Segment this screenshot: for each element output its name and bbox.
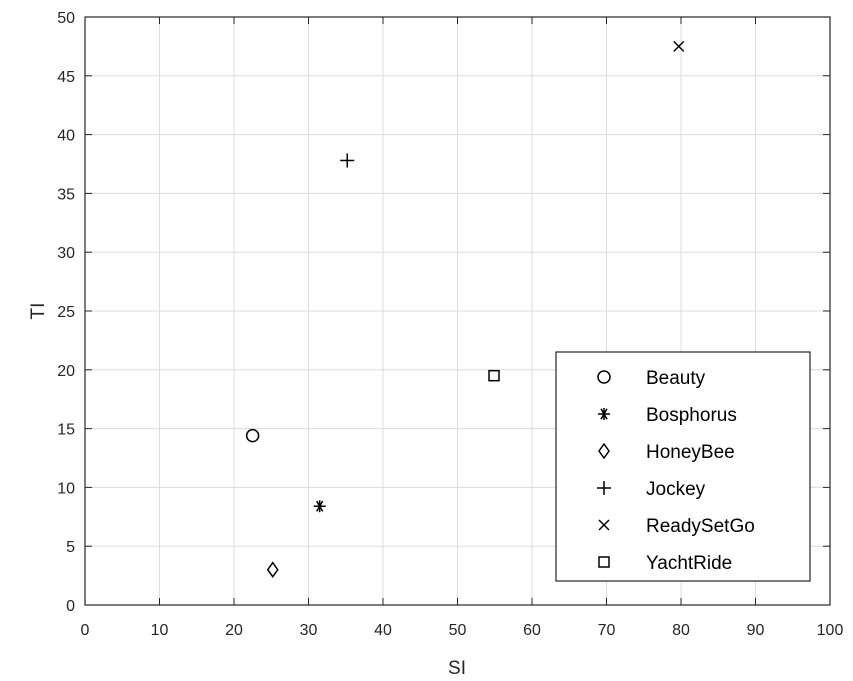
y-axis-title: TI xyxy=(28,303,49,320)
x-tick-label: 100 xyxy=(817,622,844,639)
y-tick-label: 15 xyxy=(57,422,75,439)
y-tick-label: 35 xyxy=(57,186,75,203)
data-point-bosphorus xyxy=(313,500,326,513)
x-tick-label: 60 xyxy=(523,622,541,639)
y-tick-label: 5 xyxy=(66,539,75,556)
y-tick-label: 20 xyxy=(57,363,75,380)
x-axis-title: SI xyxy=(448,658,466,679)
y-tick-label: 30 xyxy=(57,245,75,262)
legend-label-readysetgo: ReadySetGo xyxy=(646,516,755,537)
legend-marker-bosphorus xyxy=(598,408,610,420)
legend: Beauty Bosphorus HoneyBee Jockey ReadySetGo Y… xyxy=(555,351,811,582)
x-tick-label: 80 xyxy=(672,622,690,639)
x-tick-label: 50 xyxy=(449,622,467,639)
y-tick-label: 45 xyxy=(57,69,75,86)
x-tick-label: 70 xyxy=(598,622,616,639)
data-point-honeybee xyxy=(266,561,279,579)
legend-box xyxy=(555,351,811,582)
data-point-beauty xyxy=(245,428,260,443)
data-point-readysetgo xyxy=(673,40,685,52)
x-tick-label: 30 xyxy=(300,622,318,639)
y-tick-label: 0 xyxy=(66,598,75,615)
data-points xyxy=(245,40,685,579)
legend-label-honeybee: HoneyBee xyxy=(646,442,735,463)
legend-marker-honeybee xyxy=(598,442,610,460)
legend-marker-readysetgo xyxy=(598,519,610,531)
x-tick-label: 40 xyxy=(374,622,392,639)
data-point-jockey xyxy=(340,153,355,168)
x-tick-label: 10 xyxy=(151,622,169,639)
x-tick-label: 90 xyxy=(747,622,765,639)
y-tick-label: 25 xyxy=(57,304,75,321)
y-tick-label: 50 xyxy=(57,10,75,27)
legend-marker-jockey xyxy=(597,481,611,495)
y-tick-label: 10 xyxy=(57,480,75,497)
y-tick-label: 40 xyxy=(57,128,75,145)
data-point-yachtride xyxy=(488,369,500,382)
legend-label-yachtride: YachtRide xyxy=(646,553,732,574)
legend-label-jockey: Jockey xyxy=(646,479,706,500)
legend-marker-yachtride xyxy=(598,556,610,568)
tick-labels: 0 10 20 30 40 50 60 70 80 90 100 0 5 10 15 20 25 30 35 40 45… xyxy=(57,10,843,639)
x-tick-label: 20 xyxy=(225,622,243,639)
legend-marker-beauty xyxy=(597,370,611,384)
legend-label-beauty: Beauty xyxy=(646,368,706,389)
legend-label-bosphorus: Bosphorus xyxy=(646,405,737,426)
plot-frame xyxy=(84,16,831,606)
x-tick-label: 0 xyxy=(81,622,90,639)
